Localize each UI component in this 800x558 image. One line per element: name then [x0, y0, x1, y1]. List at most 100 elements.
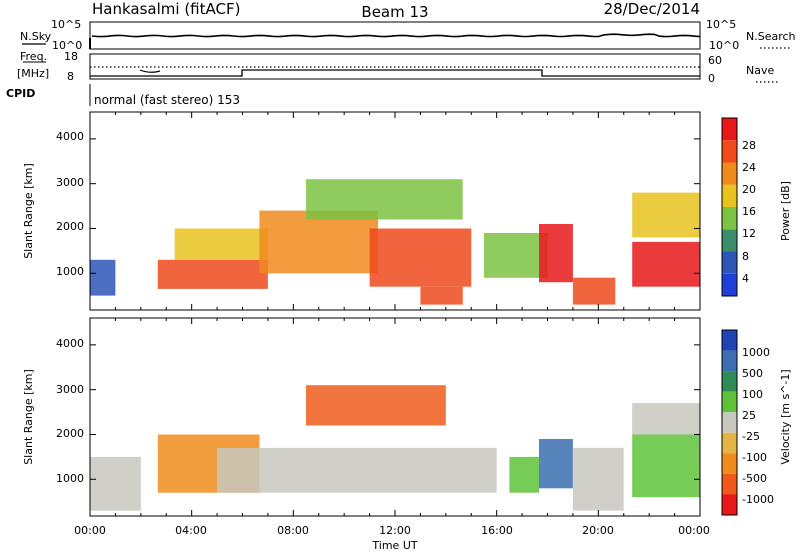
- freq-trace-dip: [139, 69, 161, 73]
- power-colorbar-step: [722, 207, 737, 230]
- velocity-colorbar-step: [722, 432, 737, 454]
- freq-tick-bottom: 8: [67, 70, 74, 83]
- vel-cbar-tick-neg1000: -1000: [742, 493, 774, 506]
- velocity-colorbar-label: Velocity [m s^-1]: [779, 369, 792, 464]
- date-title: 28/Dec/2014: [604, 0, 700, 18]
- freq-panel: Freq. [MHz] 18 8 60 0 Nave CPID normal (…: [6, 50, 780, 107]
- nsearch-label: N.Search: [746, 30, 796, 43]
- vel-cbar-tick-neg100: -100: [742, 451, 767, 464]
- power-colorbar-step: [722, 273, 737, 297]
- x-axis-label: Time UT: [371, 539, 417, 552]
- velocity-colorbar-step: [722, 453, 737, 474]
- velocity-y-label: Slant Range [km]: [22, 369, 35, 465]
- xtick-1600: 16:00: [481, 524, 513, 537]
- vel-cbar-tick-1000: 1000: [742, 346, 770, 359]
- power-colorbar-step: [722, 251, 737, 274]
- velocity-colorbar-frame: [721, 329, 738, 516]
- power-cbar-tick-8: 8: [742, 250, 749, 263]
- freq-trace: [90, 69, 700, 77]
- power-region-2: [174, 228, 268, 260]
- vel-cbar-tick-neg25: -25: [742, 430, 760, 443]
- velocity-region-7: [632, 434, 700, 498]
- power-cbar-tick-28: 28: [742, 139, 756, 152]
- velocity-region-4: [509, 456, 540, 493]
- heatmap-data-layer: [90, 179, 700, 511]
- vel-cbar-tick-100: 100: [742, 388, 763, 401]
- nave-tick-bottom: 0: [708, 72, 715, 85]
- power-region-11: [632, 192, 700, 238]
- power-ytick-4000: 4000: [56, 130, 84, 143]
- velocity-colorbar-step: [722, 494, 737, 515]
- velocity-colorbar: [721, 329, 738, 516]
- power-ytick-1000: 1000: [56, 265, 84, 278]
- noise-panel: N.Sky 10^5 10^0 10^5 10^0 N.Search: [20, 18, 796, 52]
- power-colorbar-label: Power [dB]: [779, 181, 792, 241]
- power-colorbar-step: [722, 162, 737, 185]
- velocity-colorbar-step: [722, 412, 737, 433]
- velocity-region-0: [90, 456, 141, 511]
- noise-tick-right-top: 10^5: [706, 18, 736, 31]
- velocity-colorbar-step: [722, 371, 737, 392]
- nsky-trace: [91, 33, 701, 38]
- vel-cbar-tick-25: 25: [742, 409, 756, 422]
- velocity-ytick-2000: 2000: [56, 427, 84, 440]
- power-region-6: [420, 286, 463, 305]
- noise-tick-left-bottom: 10^0: [52, 39, 82, 52]
- velocity-region-5: [539, 439, 573, 489]
- power-region-10: [632, 241, 700, 287]
- nave-tick-top: 60: [708, 54, 722, 67]
- velocity-ytick-1000: 1000: [56, 472, 84, 485]
- velocity-region-3: [306, 385, 446, 426]
- velocity-colorbar-step: [722, 330, 737, 351]
- axis-ticks-layer: [89, 112, 701, 516]
- cpid-text: normal (fast stereo) 153: [94, 93, 240, 107]
- power-region-0: [90, 259, 116, 296]
- velocity-colorbar-step: [722, 473, 737, 495]
- xtick-2000: 20:00: [582, 524, 614, 537]
- noise-panel-frame: [89, 21, 701, 50]
- power-colorbar: [721, 117, 738, 297]
- power-colorbar-step: [722, 140, 737, 163]
- power-colorbar-frame: [721, 117, 738, 297]
- velocity-ytick-3000: 3000: [56, 383, 84, 396]
- velocity-colorbar-step: [722, 391, 737, 413]
- power-region-7: [484, 233, 548, 278]
- beam-title: Beam 13: [361, 3, 428, 21]
- velocity-region-2: [217, 447, 497, 493]
- nsky-label: N.Sky: [20, 30, 52, 43]
- power-region-8: [539, 224, 573, 283]
- noise-tick-left-top: 10^5: [51, 18, 81, 31]
- velocity-region-8: [632, 403, 700, 435]
- cpid-label: CPID: [6, 87, 35, 100]
- velocity-colorbar-step: [722, 350, 737, 372]
- xtick-2400: 00:00: [678, 524, 710, 537]
- power-region-1: [157, 259, 268, 289]
- power-cbar-tick-24: 24: [742, 161, 756, 174]
- xtick-0800: 08:00: [277, 524, 309, 537]
- power-colorbar-step: [722, 184, 737, 208]
- freq-tick-top: 18: [64, 50, 78, 63]
- power-region-4: [306, 179, 463, 220]
- vel-cbar-tick-neg500: -500: [742, 472, 767, 485]
- xtick-0400: 04:00: [175, 524, 207, 537]
- freq-label-line1: Freq.: [20, 50, 47, 63]
- velocity-ytick-4000: 4000: [56, 337, 84, 350]
- power-colorbar-step: [722, 118, 737, 141]
- power-ytick-3000: 3000: [56, 176, 84, 189]
- xtick-1200: 12:00: [379, 524, 411, 537]
- vel-cbar-tick-500: 500: [742, 367, 763, 380]
- station-title: Hankasalmi (fitACF): [92, 0, 240, 18]
- power-cbar-tick-4: 4: [742, 272, 749, 285]
- noise-tick-right-bottom: 10^0: [709, 39, 739, 52]
- power-ytick-2000: 2000: [56, 220, 84, 233]
- xtick-0000: 00:00: [74, 524, 106, 537]
- power-region-9: [572, 277, 616, 305]
- freq-label-line2: [MHz]: [17, 67, 49, 80]
- velocity-region-6: [572, 447, 624, 511]
- power-y-label: Slant Range [km]: [22, 163, 35, 259]
- power-cbar-tick-12: 12: [742, 227, 756, 240]
- power-cbar-tick-16: 16: [742, 205, 756, 218]
- power-cbar-tick-20: 20: [742, 183, 756, 196]
